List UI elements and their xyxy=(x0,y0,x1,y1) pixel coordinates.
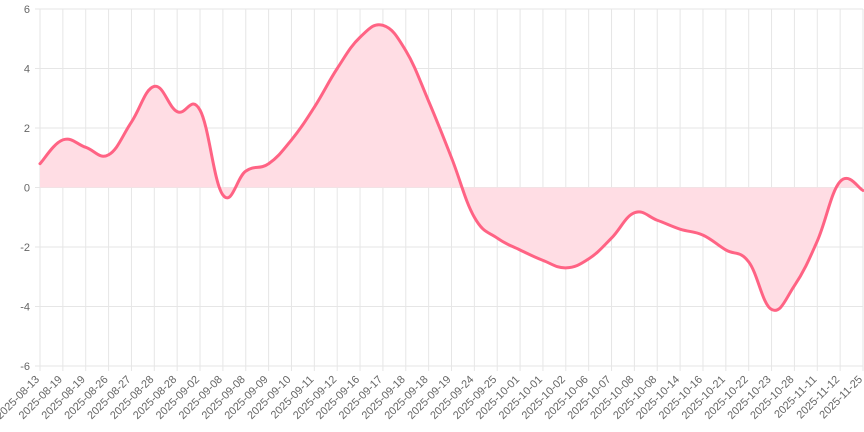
y-tick-label: 6 xyxy=(24,4,30,16)
y-tick-label: -4 xyxy=(20,302,30,314)
y-tick-label: 0 xyxy=(24,183,30,195)
y-tick-label: -2 xyxy=(20,242,30,254)
y-tick-label: -6 xyxy=(20,361,30,373)
series-area-fill xyxy=(40,24,863,311)
y-tick-label: 4 xyxy=(24,64,30,76)
y-tick-label: 2 xyxy=(24,123,30,135)
series-line xyxy=(38,23,864,312)
